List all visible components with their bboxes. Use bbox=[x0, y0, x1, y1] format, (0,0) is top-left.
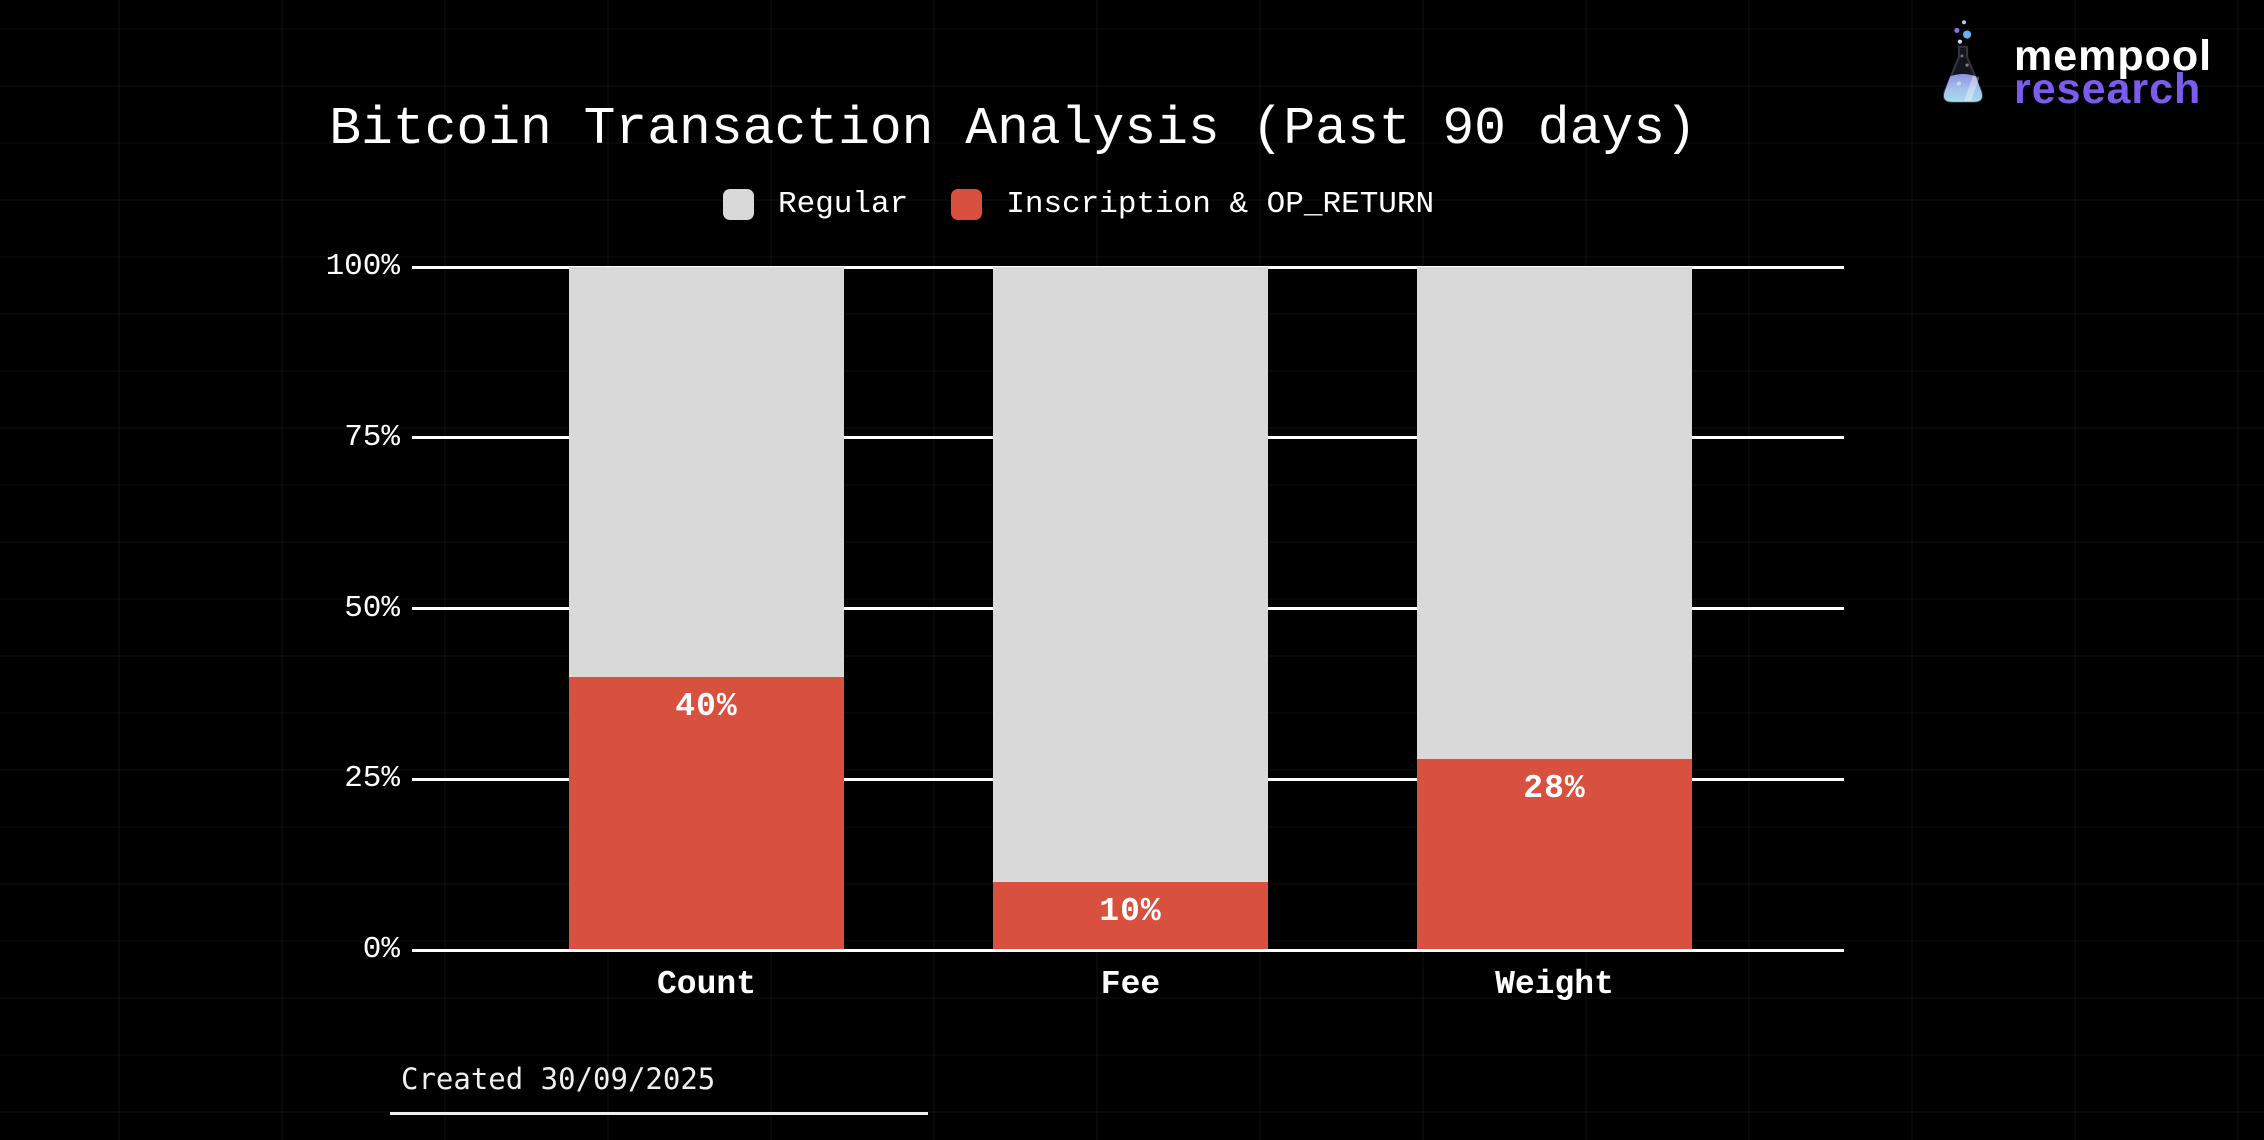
legend-swatch bbox=[951, 188, 983, 220]
bar-segment-inscription: 10% bbox=[993, 881, 1268, 950]
bar-segment-regular bbox=[1417, 267, 1692, 759]
chart-title: Bitcoin Transaction Analysis (Past 90 da… bbox=[329, 99, 1697, 159]
bar-segment-inscription: 40% bbox=[569, 676, 844, 950]
x-tick-label: Weight bbox=[1495, 966, 1614, 1003]
legend-swatch bbox=[723, 188, 754, 220]
logo-line-mempool: mempool bbox=[2014, 32, 2213, 80]
y-tick-label: 0% bbox=[362, 932, 400, 967]
bar-segment-regular bbox=[569, 267, 844, 677]
bar-column: 40% bbox=[569, 267, 844, 950]
bar-column: 10% bbox=[993, 267, 1268, 950]
logo-wordmark: mempool research bbox=[2014, 32, 2213, 113]
flask-icon bbox=[1942, 20, 1984, 103]
y-tick-label: 75% bbox=[344, 419, 400, 455]
y-gridline bbox=[412, 948, 1844, 952]
legend: Regular Inscription & OP_RETURN bbox=[723, 187, 1434, 222]
bar-column: 28% bbox=[1417, 267, 1692, 950]
created-date-note: Created 30/09/2025 bbox=[401, 1062, 716, 1096]
logo-line-research: research bbox=[2014, 65, 2202, 113]
created-underline bbox=[390, 1112, 928, 1115]
legend-item: Inscription & OP_RETURN bbox=[951, 187, 1434, 222]
bar-segment-regular bbox=[993, 267, 1268, 882]
bar-value-label: 28% bbox=[1523, 769, 1586, 807]
legend-item: Regular bbox=[723, 187, 908, 222]
bar-segment-inscription: 28% bbox=[1417, 758, 1692, 950]
legend-label: Inscription & OP_RETURN bbox=[1006, 186, 1435, 222]
y-tick-label: 25% bbox=[344, 761, 400, 797]
mempool-research-logo: mempool research bbox=[1932, 8, 2262, 118]
bar-value-label: 40% bbox=[675, 687, 738, 725]
x-tick-label: Count bbox=[656, 966, 757, 1003]
y-tick-label: 100% bbox=[325, 249, 400, 284]
y-tick-label: 50% bbox=[344, 590, 400, 626]
legend-label: Regular bbox=[778, 186, 909, 222]
bar-value-label: 10% bbox=[1099, 892, 1162, 930]
x-tick-label: Fee bbox=[1100, 966, 1161, 1003]
